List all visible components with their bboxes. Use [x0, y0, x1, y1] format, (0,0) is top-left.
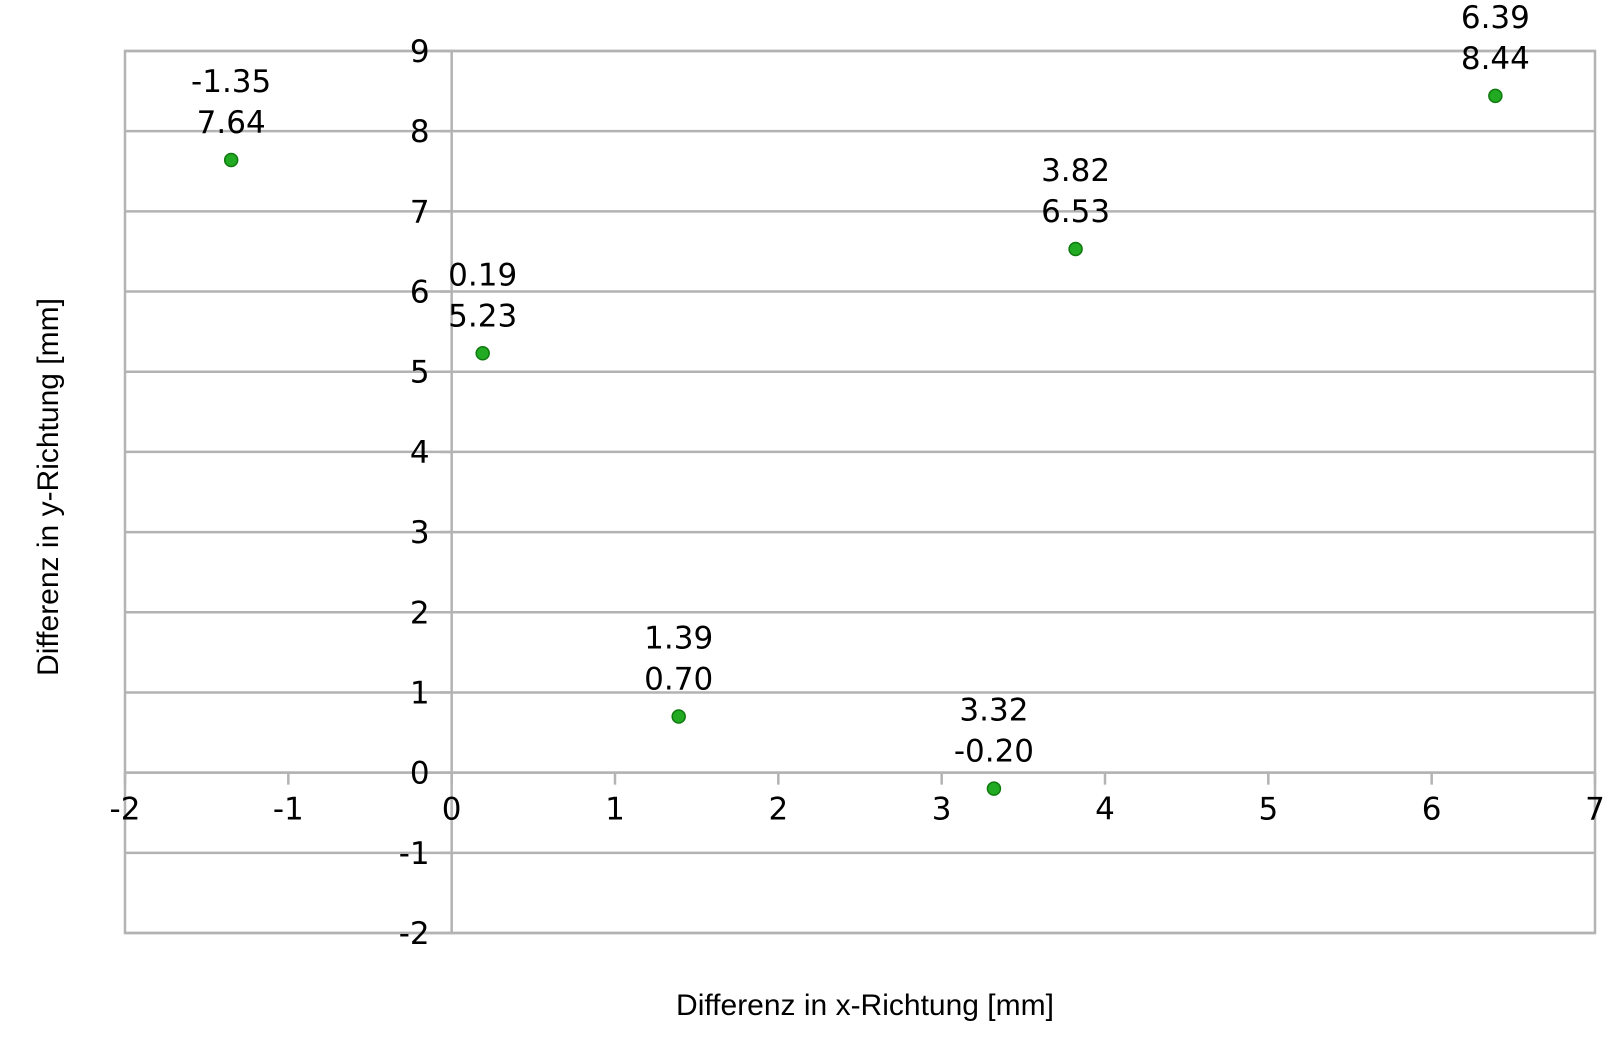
x-axis-title: Differenz in x-Richtung [mm] [676, 989, 1054, 1022]
y-tick-label: 4 [410, 435, 430, 471]
x-tick-label: 0 [442, 792, 462, 828]
y-tick-label: 7 [410, 194, 430, 230]
data-points [223, 88, 1503, 796]
grid-layer [123, 49, 1597, 935]
x-tick-label: 1 [605, 792, 625, 828]
x-tick-label: 7 [1585, 792, 1605, 828]
x-tick-label: -2 [110, 792, 141, 828]
data-point [1068, 241, 1083, 257]
data-label-y: -0.20 [954, 734, 1034, 770]
x-tick-label: 2 [768, 792, 788, 828]
data-label-x: 6.39 [1461, 0, 1530, 36]
data-label-y: 0.70 [644, 662, 713, 698]
axis-layer [123, 49, 1597, 935]
x-tick-label: 5 [1258, 792, 1278, 828]
data-point [475, 346, 490, 361]
y-tick-label: 3 [410, 515, 430, 551]
y-tick-label: -1 [399, 836, 430, 872]
data-label-x: -1.35 [191, 64, 271, 100]
y-tick-label: -2 [399, 916, 430, 952]
data-label-x: 3.82 [1041, 153, 1110, 189]
data-label-x: 3.32 [959, 693, 1028, 729]
data-label-y: 7.64 [197, 105, 266, 141]
y-tick-label: 9 [410, 34, 430, 70]
data-label-y: 6.53 [1041, 194, 1110, 230]
data-label-x: 0.19 [448, 257, 517, 293]
data-point [671, 709, 686, 724]
x-tick-label: 4 [1095, 792, 1115, 828]
y-tick-label: 1 [410, 675, 430, 711]
data-label-y: 8.44 [1461, 41, 1530, 77]
plot-frame [123, 49, 1597, 935]
data-point [1488, 88, 1503, 104]
data-label-x: 1.39 [644, 621, 713, 657]
data-labels: -1.35 7.64 0.19 5.23 1.39 0.70 3.32 -0.20 3.82 6.… [191, 0, 1530, 770]
data-label-y: 5.23 [448, 298, 517, 334]
data-point [986, 781, 1002, 796]
x-tick-label: 3 [932, 792, 952, 828]
y-tick-label: 6 [410, 275, 430, 311]
y-axis-title: Differenz in y-Richtung [mm] [32, 298, 65, 676]
tick-labels: -2 -1 0 1 2 3 4 5 6 7 9 8 7 6 5 4 3 2 1 0 -1 -2 [110, 34, 1605, 952]
y-tick-label: 5 [410, 355, 430, 391]
data-point [223, 152, 239, 168]
x-tick-label: -1 [273, 792, 304, 828]
y-tick-label: 2 [410, 595, 430, 631]
y-tick-label: 0 [410, 756, 430, 792]
x-tick-label: 6 [1422, 792, 1442, 828]
y-tick-label: 8 [410, 114, 430, 150]
